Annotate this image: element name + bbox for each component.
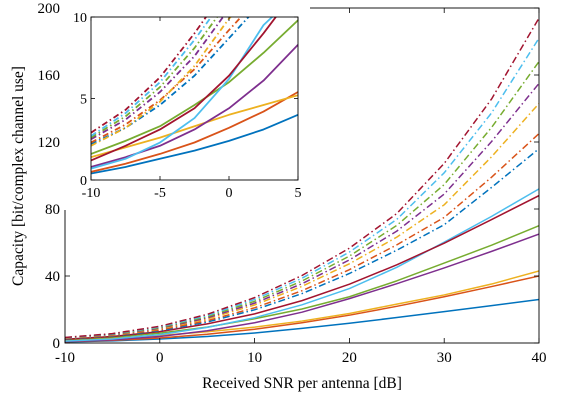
inset-series-line-13 [91,17,208,134]
main-x-tick-label: -10 [55,350,75,366]
main-y-tick-label: 160 [38,68,61,84]
inset-series-line-1 [91,91,298,173]
x-axis-title: Received SNR per antenna [dB] [202,375,402,392]
inset-series-line-11 [91,17,219,139]
inset-series-group [91,17,298,175]
inset-series-line-7 [91,17,250,145]
inset-y-tick-label: 10 [73,11,87,26]
inset-x-tick-label: 5 [295,186,302,201]
main-series-group [65,17,539,343]
main-x-tick-label: 30 [437,350,452,366]
main-series-line-0 [65,298,539,343]
main-y-tick-label: 0 [53,336,61,352]
inset-y-tick-label: 5 [80,93,87,108]
main-y-tick-label: 40 [45,269,60,285]
main-series-line-13 [65,17,539,339]
inset-series-line-9 [91,17,232,147]
inset-series-line-4 [91,19,298,155]
inset-x-tick-label: -5 [154,186,166,201]
inset-series-line-5 [91,17,274,170]
main-series-line-3 [65,233,539,343]
main-series-line-4 [65,225,539,341]
inset-series-line-6 [91,17,277,162]
main-series-line-5 [65,188,539,342]
inset-ticks-group: -10 -5 0 5 0 5 10 [73,11,302,201]
main-y-tick-label: 120 [38,135,61,151]
main-series-line-8 [65,133,539,340]
inset-x-tick-label: 0 [226,186,233,201]
inset-plot-area [91,17,298,180]
main-series-line-1 [65,275,539,343]
main-y-tick-label: 80 [45,202,60,218]
inset-series-line-0 [91,113,298,175]
inset-y-tick-label: 0 [80,174,87,189]
main-x-tick-label: 20 [342,350,357,366]
inset-plot: -10 -5 0 5 0 5 10 [60,2,310,210]
main-y-tick-label: 200 [38,1,61,17]
inset-series-line-2 [91,94,298,159]
main-x-tick-label: 40 [532,350,547,366]
main-x-tick-label: 0 [156,350,164,366]
inset-x-tick-label: -10 [82,186,101,201]
inset-series-line-3 [91,44,298,168]
y-axis-title: Capacity [bit/complex channel use] [10,66,27,286]
main-x-tick-label: 10 [247,350,262,366]
inset-series-line-12 [91,17,213,137]
